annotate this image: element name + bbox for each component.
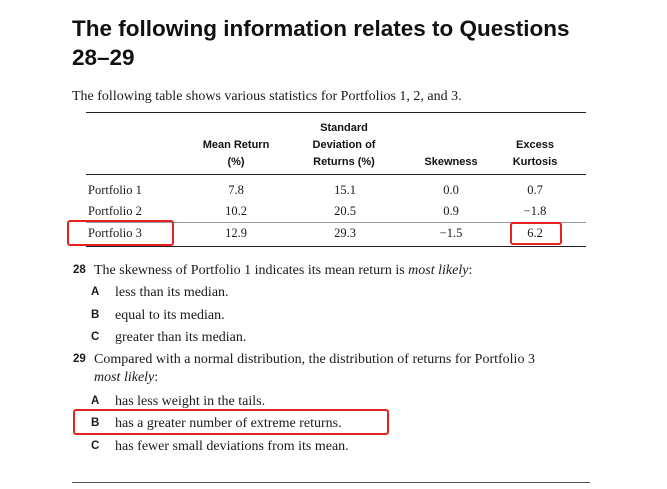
cell-mean-return: 7.8 xyxy=(228,183,244,197)
highlight-answer-b xyxy=(73,409,389,435)
cell-std-dev: 29.3 xyxy=(334,226,356,240)
header-mean-return: Mean Return (%) xyxy=(202,139,270,168)
option-letter: C xyxy=(91,440,100,452)
header-std-dev: Standard Deviation of Returns (%) xyxy=(312,122,376,168)
option-letter: A xyxy=(91,286,100,298)
cell-skewness: 0.9 xyxy=(443,204,459,218)
table-bottom-rule xyxy=(86,246,586,247)
option-text: equal to its median. xyxy=(115,308,225,323)
bottom-rule xyxy=(72,482,590,483)
question-stem-line-1: Compared with a normal distribution, the… xyxy=(94,352,535,367)
cell-excess-kurtosis: 6.2 xyxy=(527,226,543,240)
cell-excess-kurtosis: −1.8 xyxy=(523,204,547,218)
option-letter: B xyxy=(91,309,100,321)
option-text: has less weight in the tails. xyxy=(115,394,266,409)
cell-skewness: 0.0 xyxy=(443,183,459,197)
option-text: has a greater number of extreme returns. xyxy=(115,416,342,431)
question-stem: The skewness of Portfolio 1 indicates it… xyxy=(94,263,473,278)
option-text: has fewer small deviations from its mean… xyxy=(115,439,349,454)
highlight-portfolio-3 xyxy=(67,220,174,246)
question-number: 29 xyxy=(73,353,86,365)
highlight-kurtosis-value xyxy=(510,222,562,245)
cell-mean-return: 12.9 xyxy=(225,226,247,240)
cell-excess-kurtosis: 0.7 xyxy=(527,183,543,197)
table-top-rule xyxy=(86,112,586,113)
row-label: Portfolio 2 xyxy=(88,204,142,218)
intro-text: The following table shows various statis… xyxy=(72,89,462,104)
cell-skewness: −1.5 xyxy=(439,226,463,240)
option-letter: C xyxy=(91,331,100,343)
section-heading: The following information relates to Que… xyxy=(72,16,570,70)
cell-mean-return: 10.2 xyxy=(225,204,247,218)
table-row-divider xyxy=(86,222,586,223)
cell-std-dev: 20.5 xyxy=(334,204,356,218)
header-excess-kurtosis: Excess Kurtosis xyxy=(512,139,558,168)
header-skewness: Skewness xyxy=(424,156,478,168)
table-header-rule xyxy=(86,174,586,175)
question-stem-line-2: most likely: xyxy=(94,370,159,385)
option-letter: A xyxy=(91,395,100,407)
option-letter: B xyxy=(91,417,100,429)
question-number: 28 xyxy=(73,264,86,276)
option-text: greater than its median. xyxy=(115,330,247,345)
row-label: Portfolio 1 xyxy=(88,183,142,197)
option-text: less than its median. xyxy=(115,285,229,300)
row-label: Portfolio 3 xyxy=(88,226,142,240)
cell-std-dev: 15.1 xyxy=(334,183,356,197)
